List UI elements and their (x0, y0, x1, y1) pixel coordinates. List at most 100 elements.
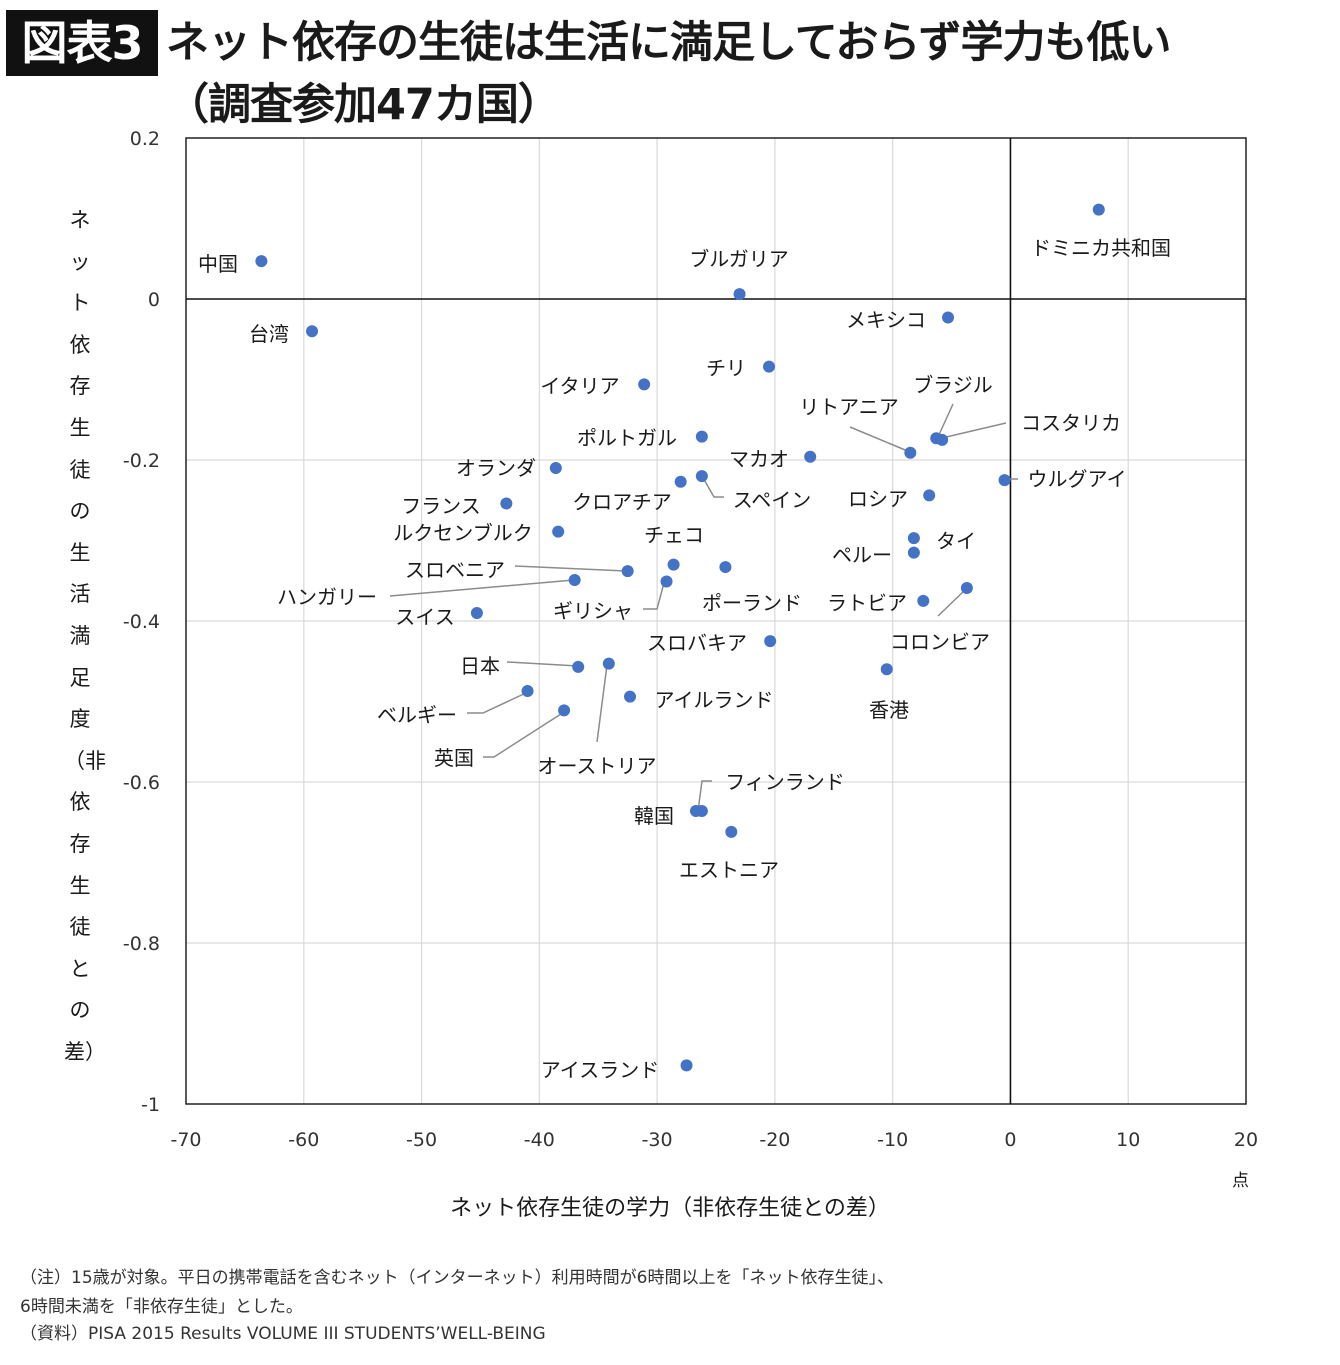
point-ロシア (923, 489, 936, 502)
y-tick-label: 0 (148, 289, 160, 311)
data-points (255, 203, 1105, 1072)
x-tick-label: -50 (406, 1129, 437, 1151)
x-tick-label: -60 (288, 1129, 319, 1151)
label-ドミニカ共和国: ドミニカ共和国 (1031, 236, 1171, 260)
point-オランダ (549, 462, 562, 475)
label-コロンビア: コロンビア (890, 630, 990, 654)
point-日本 (572, 660, 585, 673)
label-マカオ: マカオ (729, 447, 789, 471)
label-ポーランド: ポーランド (702, 591, 802, 615)
label-スペイン: スペイン (733, 488, 812, 512)
label-スロベニア: スロベニア (405, 558, 505, 582)
x-tick-label: 10 (1116, 1129, 1140, 1151)
point-中国 (255, 255, 268, 268)
point-ギリシャ (660, 575, 673, 588)
point-台湾 (306, 325, 319, 338)
point-フィンランド (695, 804, 708, 817)
point-メキシコ (942, 311, 955, 324)
label-アイスランド: アイスランド (541, 1058, 659, 1082)
x-tick-label: 20 (1234, 1129, 1258, 1151)
label-ブルガリア: ブルガリア (689, 247, 788, 271)
y-tick-label: -0.2 (123, 450, 160, 472)
point-タイ (907, 532, 920, 545)
point-コスタリカ (936, 433, 949, 446)
label-ブラジル: ブラジル (913, 373, 993, 397)
point-ラトビア (917, 594, 930, 607)
label-ポルトガル: ポルトガル (577, 426, 677, 450)
leader-line-リトアニア (849, 426, 911, 453)
label-ルクセンブルク: ルクセンブルク (393, 521, 532, 545)
label-日本: 日本 (460, 654, 500, 678)
plot-frame (185, 137, 1247, 1105)
label-タイ: タイ (936, 529, 976, 553)
label-ロシア: ロシア (848, 487, 908, 511)
label-ペルー: ペルー (832, 543, 892, 567)
label-クロアチア: クロアチア (572, 490, 672, 514)
leader-line-英国 (483, 711, 565, 758)
x-tick-label: -70 (170, 1129, 201, 1151)
label-イタリア: イタリア (540, 374, 619, 398)
point-ポルトガル (695, 430, 708, 443)
point-チリ (763, 360, 775, 373)
point-スイス (470, 606, 483, 619)
label-エストニア: エストニア (679, 858, 779, 882)
label-メキシコ: メキシコ (846, 308, 926, 332)
point-スペイン (695, 470, 708, 483)
figure-number-badge: 図表3 (6, 10, 158, 76)
label-コスタリカ: コスタリカ (1021, 411, 1121, 435)
y-tick-label: 0.2 (130, 128, 160, 150)
leader-line-コロンビア (937, 588, 967, 617)
point-コロンビア (960, 581, 973, 594)
point-チェコ (667, 558, 680, 571)
y-tick-label: -0.8 (123, 933, 160, 955)
grid-lines (186, 138, 1246, 1104)
point-ウルグアイ (998, 474, 1011, 487)
label-中国: 中国 (198, 252, 238, 276)
point-ドミニカ共和国 (1092, 203, 1105, 216)
leader-line-コスタリカ (941, 422, 1007, 439)
label-オーストリア: オーストリア (538, 754, 657, 778)
x-tick-label: -40 (524, 1129, 555, 1151)
y-tick-label: -0.6 (123, 772, 160, 794)
point-フランス (500, 497, 513, 510)
point-クロアチア (674, 475, 687, 488)
label-韓国: 韓国 (634, 804, 674, 828)
x-axis-label: ネット依存生徒の学力（非依存生徒との差） (450, 1196, 890, 1221)
x-tick-label: -10 (877, 1129, 908, 1151)
point-ペルー (907, 546, 920, 559)
point-香港 (880, 663, 893, 676)
chart-title: ネット依存の生徒は生活に満足しておらず学力も低い (166, 18, 1172, 68)
y-tick-label: -1 (141, 1094, 160, 1116)
label-ラトビア: ラトビア (827, 591, 907, 615)
note-line-2: 6時間未満を「非依存生徒」とした。 (20, 1297, 303, 1317)
leader-line-スロベニア (514, 565, 627, 572)
label-ウルグアイ: ウルグアイ (1028, 467, 1127, 491)
x-tick-label: 0 (1004, 1129, 1016, 1151)
leader-line-ブラジル (937, 403, 954, 438)
label-オランダ: オランダ (456, 456, 536, 480)
label-香港: 香港 (869, 698, 909, 722)
note-line-1: （注）15歳が対象。平日の携帯電話を含むネット（インターネット）利用時間が6時間… (20, 1268, 894, 1288)
point-マカオ (804, 450, 817, 463)
point-オーストリア (602, 657, 615, 670)
chart-subtitle: （調査参加47カ国） (166, 80, 561, 130)
leader-line-オーストリア (596, 664, 608, 743)
point-スロバキア (764, 635, 777, 648)
point-ハンガリー (568, 573, 581, 586)
leader-line-ハンガリー (389, 579, 575, 597)
label-フィンランド: フィンランド (725, 770, 845, 794)
x-axis-unit: 点 (1232, 1171, 1249, 1191)
label-チェコ: チェコ (644, 523, 704, 547)
label-ベルギー: ベルギー (377, 703, 457, 727)
y-tick-labels: 0.2 0 -0.2 -0.4 -0.6 -0.8 -1 (123, 128, 160, 1116)
label-スイス: スイス (395, 605, 454, 629)
label-フランス: フランス (401, 494, 481, 518)
label-リトアニア: リトアニア (799, 395, 899, 419)
label-ハンガリー: ハンガリー (277, 585, 377, 609)
label-ギリシャ: ギリシャ (553, 599, 633, 623)
point-エストニア (725, 825, 738, 838)
y-axis-label: ネット依存生徒の生活満足度（非依存生徒との差） (64, 208, 106, 1064)
point-スロベニア (621, 565, 634, 578)
